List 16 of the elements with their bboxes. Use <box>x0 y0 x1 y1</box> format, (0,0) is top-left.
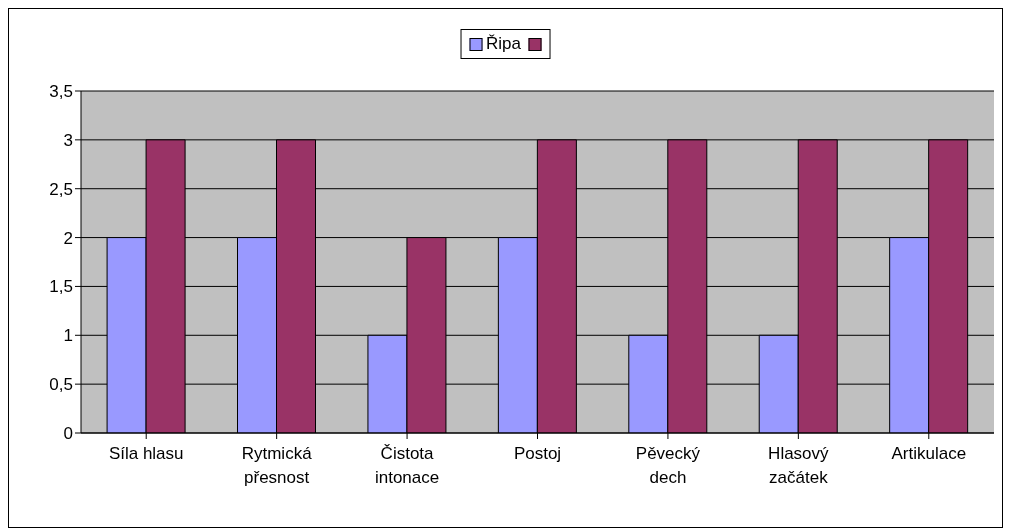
x-tick-label: Artikulace <box>891 444 967 463</box>
y-tick-label: 2,5 <box>49 179 73 199</box>
x-tick-label: Pěvecký dech <box>635 444 701 487</box>
y-tick-label: 1 <box>63 326 73 346</box>
x-tick-label: Hlasový začátek <box>768 444 830 487</box>
y-tick-label: 1,5 <box>49 277 73 297</box>
x-tick-label: Síla hlasu <box>108 444 184 463</box>
x-tick-label: Rytmická přesnost <box>241 444 313 487</box>
y-tick-label: 0 <box>63 424 73 444</box>
y-tick-label: 3 <box>63 130 73 150</box>
y-tick-label: 0,5 <box>49 375 73 395</box>
legend-label: Řipa <box>486 34 521 54</box>
y-tick-label: 2 <box>63 228 73 248</box>
x-tick-label: Čistota intonace <box>374 444 440 487</box>
y-tick-label: 3,5 <box>49 82 73 102</box>
x-tick-label: Postoj <box>513 444 562 463</box>
